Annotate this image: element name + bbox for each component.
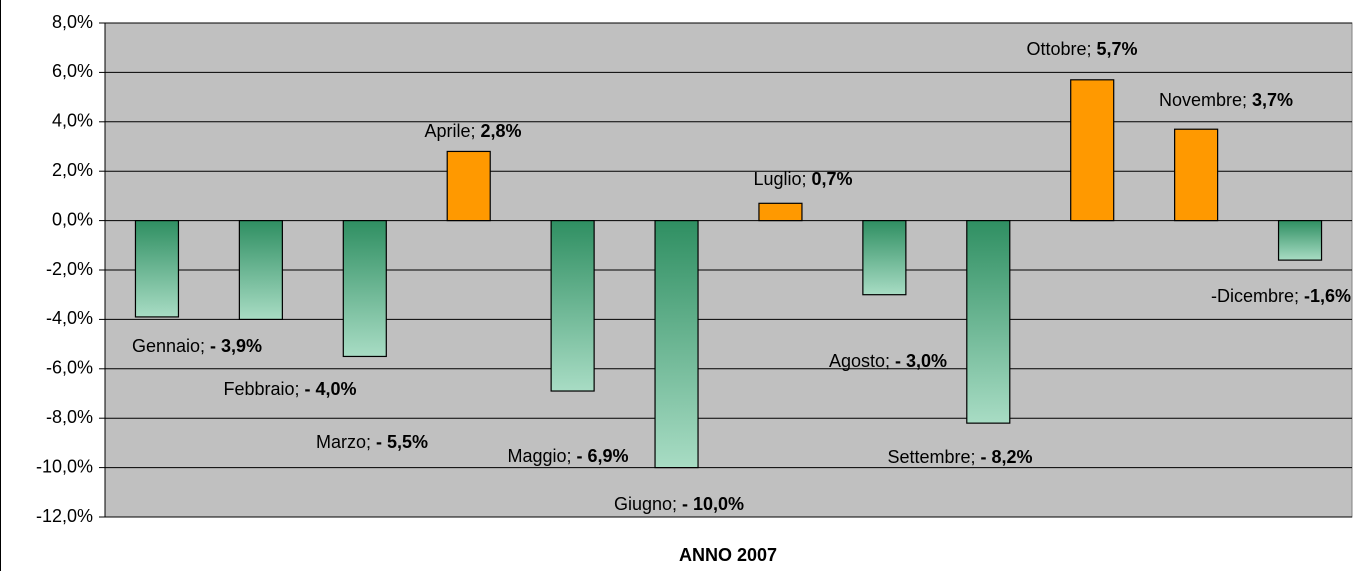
data-label-category: Ottobre;: [1026, 39, 1091, 59]
data-label: Agosto; - 3,0%: [829, 351, 947, 371]
y-tick-label: 0,0%: [52, 209, 93, 229]
data-label: Novembre; 3,7%: [1159, 90, 1293, 110]
bar: [446, 150, 491, 222]
y-tick-label: -2,0%: [46, 259, 93, 279]
bar: [1174, 128, 1219, 222]
bar: [758, 202, 803, 222]
data-label-value: - 3,0%: [895, 351, 947, 371]
data-label-category: Gennaio;: [132, 336, 205, 356]
data-label-value: - 6,9%: [577, 446, 629, 466]
data-label: Febbraio; - 4,0%: [223, 379, 356, 399]
data-label: Settembre; - 8,2%: [887, 447, 1032, 467]
data-label: Luglio; 0,7%: [753, 169, 852, 189]
y-tick-label: -12,0%: [36, 506, 93, 526]
data-label: Gennaio; - 3,9%: [132, 336, 262, 356]
data-label-category: Giugno;: [614, 494, 677, 514]
data-label: Ottobre; 5,7%: [1026, 39, 1137, 59]
data-label: Aprile; 2,8%: [424, 121, 521, 141]
bar: [134, 220, 180, 318]
bar: [342, 220, 387, 358]
data-label-category: Febbraio;: [223, 379, 299, 399]
data-label-value: - 5,5%: [376, 432, 428, 452]
data-label-value: 3,7%: [1252, 90, 1293, 110]
data-label-value: -1,6%: [1304, 286, 1351, 306]
data-label-category: Marzo;: [316, 432, 371, 452]
data-label: Marzo; - 5,5%: [316, 432, 428, 452]
y-tick-label: -4,0%: [46, 308, 93, 328]
bar: [1277, 220, 1323, 261]
data-label-value: - 4,0%: [305, 379, 357, 399]
data-label-category: Luglio;: [753, 169, 806, 189]
data-label-value: - 8,2%: [981, 447, 1033, 467]
data-label-category: Maggio;: [507, 446, 571, 466]
data-label: Maggio; - 6,9%: [507, 446, 628, 466]
y-tick-label: -10,0%: [36, 456, 93, 476]
data-label-value: - 10,0%: [682, 494, 744, 514]
y-tick-label: -8,0%: [46, 407, 93, 427]
bar: [862, 220, 907, 296]
bar: [966, 220, 1011, 424]
data-label-category: Settembre;: [887, 447, 975, 467]
data-label-category: Novembre;: [1159, 90, 1247, 110]
data-label: -Dicembre; -1,6%: [1211, 286, 1351, 306]
y-tick-label: 8,0%: [52, 12, 93, 32]
bar: [654, 220, 699, 469]
data-label-category: Aprile;: [424, 121, 475, 141]
data-label-value: - 3,9%: [210, 336, 262, 356]
data-label-value: 5,7%: [1097, 39, 1138, 59]
data-label: Giugno; - 10,0%: [614, 494, 744, 514]
bar: [1070, 79, 1115, 222]
y-tick-label: -6,0%: [46, 358, 93, 378]
bar: [238, 220, 283, 321]
data-label-value: 2,8%: [481, 121, 522, 141]
bar: [550, 220, 595, 392]
y-tick-label: 4,0%: [52, 111, 93, 131]
data-label-value: 0,7%: [812, 169, 853, 189]
x-axis-label: ANNO 2007: [679, 545, 777, 565]
y-tick-label: 6,0%: [52, 61, 93, 81]
y-tick-label: 2,0%: [52, 160, 93, 180]
data-label-category: -Dicembre;: [1211, 286, 1299, 306]
data-label-category: Agosto;: [829, 351, 890, 371]
